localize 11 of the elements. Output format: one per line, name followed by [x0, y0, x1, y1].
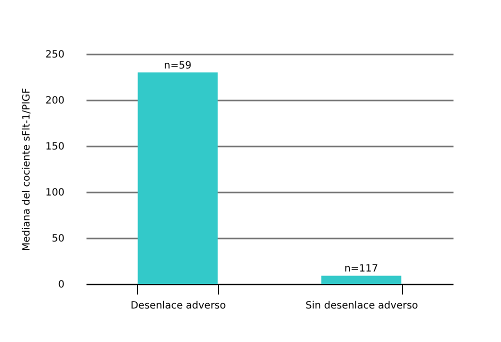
annotation: n=117	[344, 264, 378, 275]
y-axis-title: Mediana del cociente sFlt-1/PlGF	[21, 88, 32, 252]
annotation: n=59	[164, 60, 192, 72]
y-tick-label: 200	[45, 96, 64, 106]
y-tick-label: 100	[45, 188, 64, 198]
y-tick-label: 150	[45, 142, 64, 152]
x-tick-label: Sin desenlace adverso	[305, 300, 418, 312]
y-tick-label: 250	[45, 50, 64, 60]
x-tick-label: Desenlace adverso	[130, 300, 226, 312]
y-tick-label: 50	[52, 234, 64, 244]
y-tick-label: 0	[58, 280, 64, 290]
